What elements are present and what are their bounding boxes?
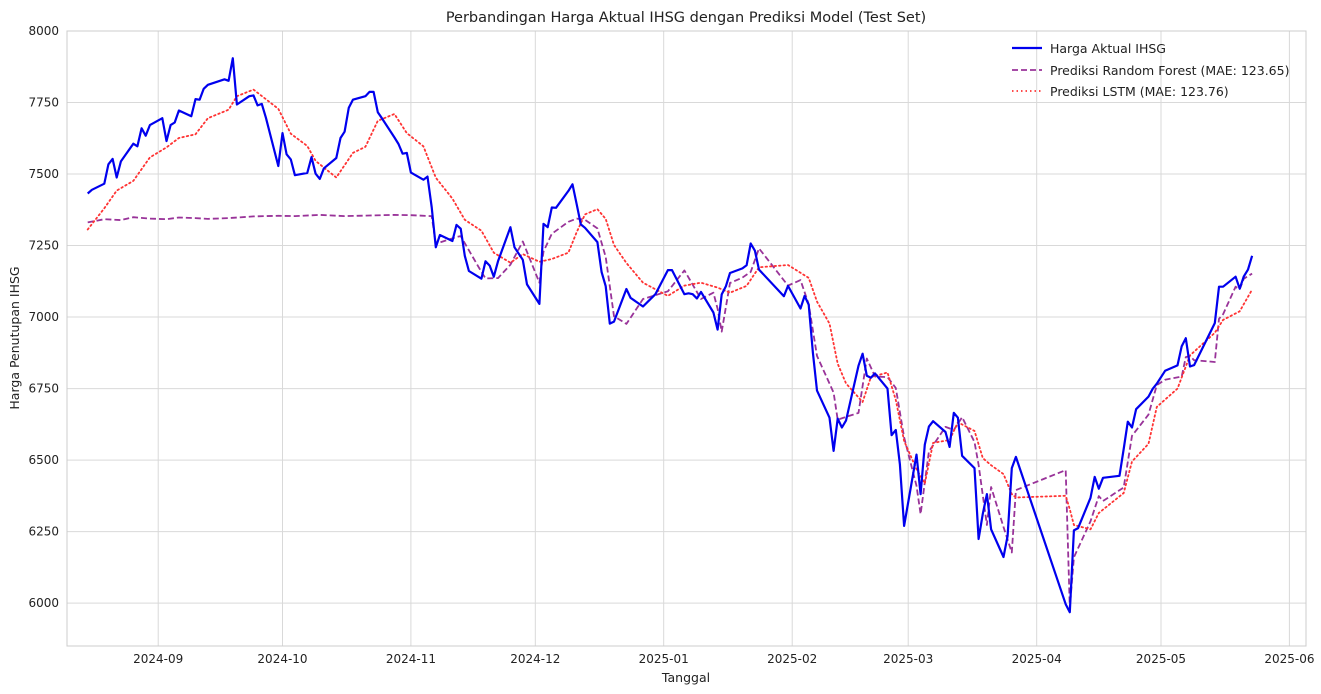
legend: Harga Aktual IHSG Prediksi Random Forest… [1012, 41, 1289, 99]
y-axis-label: Harga Penutupan IHSG [7, 266, 22, 409]
x-tick-label: 2025-03 [883, 652, 933, 666]
x-tick-label: 2025-05 [1136, 652, 1186, 666]
x-tick-label: 2025-06 [1264, 652, 1314, 666]
x-tick-label: 2024-10 [257, 652, 307, 666]
x-tick-label: 2024-12 [510, 652, 560, 666]
y-tick-label: 7500 [28, 167, 59, 181]
y-tick-label: 6000 [28, 596, 59, 610]
y-tick-label: 6250 [28, 525, 59, 539]
x-tick-label: 2025-01 [639, 652, 689, 666]
y-tick-label: 7750 [28, 96, 59, 110]
chart-title: Perbandingan Harga Aktual IHSG dengan Pr… [446, 10, 926, 26]
y-tick-label: 7000 [28, 310, 59, 324]
series-layer [86, 57, 1254, 614]
series-line-random-forest [87, 213, 1253, 609]
y-tick-label: 6500 [28, 453, 59, 467]
series-line-actual [86, 57, 1254, 614]
plot-frame [66, 30, 1307, 647]
x-axis-label: Tanggal [661, 670, 710, 685]
y-tick-label: 7250 [28, 239, 59, 253]
tick-labels: 6000 6250 6500 6750 7000 7250 7500 7750 8000 2024… [28, 24, 1314, 666]
x-tick-label: 2024-11 [386, 652, 436, 666]
legend-label-lstm: Prediksi LSTM (MAE: 123.76) [1050, 84, 1229, 99]
x-tick-label: 2025-04 [1012, 652, 1062, 666]
y-tick-label: 8000 [28, 24, 59, 38]
y-tick-label: 6750 [28, 382, 59, 396]
series-line-lstm [86, 88, 1253, 531]
x-tick-label: 2025-02 [767, 652, 817, 666]
legend-label-actual: Harga Aktual IHSG [1050, 41, 1166, 56]
x-tick-label: 2024-09 [133, 652, 183, 666]
legend-label-random-forest: Prediksi Random Forest (MAE: 123.65) [1050, 63, 1289, 78]
